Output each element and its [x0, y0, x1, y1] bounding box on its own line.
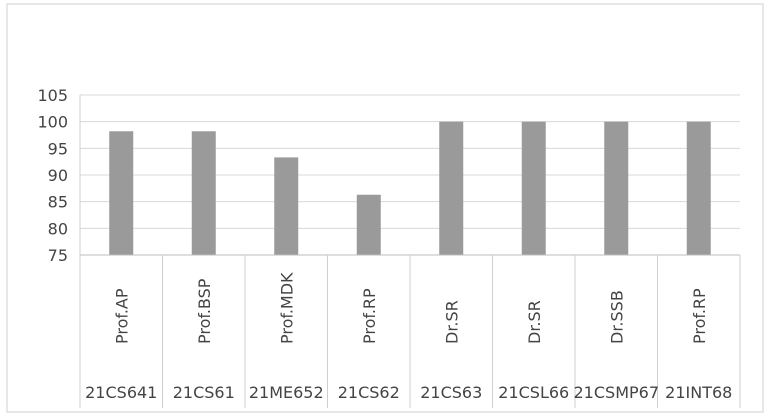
bar-21cs61 [191, 131, 216, 255]
y-tick-label: 80 [48, 219, 68, 238]
teacher-label: Prof.AP [112, 288, 131, 344]
bar-21cs641 [109, 131, 134, 255]
bar-21cs63 [439, 121, 464, 256]
y-tick-label: 85 [48, 193, 68, 212]
bar-21cs62 [356, 194, 381, 255]
bar-21csmp67 [604, 121, 629, 256]
y-tick-label: 105 [37, 86, 68, 105]
y-tick-label: 100 [37, 113, 68, 132]
teacher-label: Prof.RP [690, 288, 709, 344]
bar-21me652 [274, 157, 299, 255]
course-code-label: 21CS61 [173, 383, 235, 402]
bar-21int68 [686, 121, 711, 256]
course-code-label: 21ME652 [249, 383, 324, 402]
category-table: Prof.AP 21CS641 Prof.BSP 21CS61 Prof.MDK 21ME… [79, 95, 741, 408]
teacher-label: Prof.RP [360, 288, 379, 344]
course-code-label: 21CS62 [338, 383, 400, 402]
y-tick-label: 75 [48, 246, 68, 265]
course-code-label: 21INT68 [665, 383, 732, 402]
teacher-label: Prof.MDK [277, 272, 296, 344]
y-axis: 75 80 85 90 95 100 105 [37, 86, 68, 265]
y-tick-label: 90 [48, 166, 68, 185]
bar-21csl66 [521, 121, 546, 256]
course-code-label: 21CSL66 [498, 383, 569, 402]
course-code-label: 21CSMP67 [574, 383, 660, 402]
course-code-label: 21CS63 [420, 383, 482, 402]
teacher-label: Dr.SSB [607, 290, 626, 344]
y-tick-label: 95 [48, 139, 68, 158]
course-code-label: 21CS641 [85, 383, 157, 402]
teacher-label: Dr.SR [525, 300, 544, 344]
bars [109, 121, 711, 256]
teacher-label: Prof.BSP [195, 278, 214, 344]
teacher-label: Dr.SR [442, 300, 461, 344]
